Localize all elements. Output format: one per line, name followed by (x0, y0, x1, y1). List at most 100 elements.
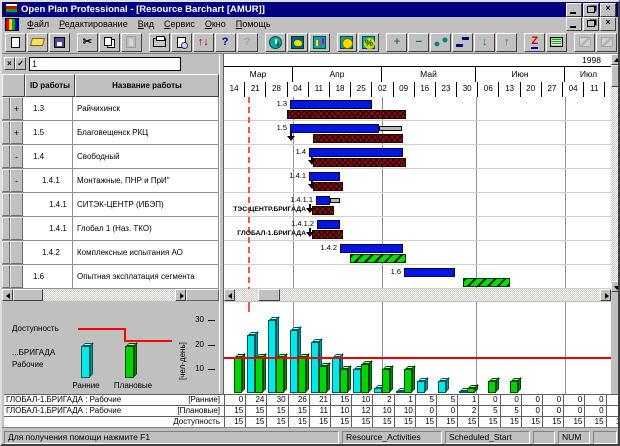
context-help-button[interactable]: ? (236, 32, 258, 52)
zoom-z-button[interactable]: Z (524, 32, 546, 52)
confirm-edit-button[interactable]: ✓ (15, 57, 26, 70)
new-document-button[interactable] (5, 32, 26, 52)
left-pane-scroll-left-button[interactable] (2, 289, 13, 301)
mdi-close-icon: × (605, 17, 611, 27)
save-button[interactable] (48, 32, 70, 52)
gantt-bar-early[interactable] (340, 244, 403, 253)
expand-toggle[interactable]: + (10, 121, 23, 144)
gantt-bar-baseline[interactable] (463, 278, 510, 287)
expand-plus-button[interactable]: + (386, 32, 408, 52)
left-pane-scroll-right-button[interactable] (175, 289, 186, 301)
gantt-bar-baseline[interactable] (313, 182, 343, 191)
mdi-child-icon[interactable] (5, 17, 19, 31)
restore-button[interactable] (583, 2, 599, 17)
header-id-cell[interactable]: ID работы (25, 74, 75, 97)
resource-tool-button[interactable] (286, 32, 308, 52)
menu-item-tools[interactable]: Сервис (164, 18, 195, 29)
gantt-bar-baseline[interactable] (287, 110, 406, 119)
open-button[interactable] (26, 32, 48, 52)
header-corner-cell[interactable] (2, 74, 25, 97)
print-button[interactable] (148, 32, 170, 52)
bar-relationship-button[interactable] (452, 32, 474, 52)
view-screen-button[interactable] (546, 32, 568, 52)
gantt-bar-early[interactable] (309, 148, 403, 157)
mdi-close-button[interactable]: × (600, 17, 616, 31)
row-selector-cell[interactable] (2, 97, 10, 120)
sort-button[interactable]: ↑↓ (192, 32, 214, 52)
histogram-bar-planned (276, 353, 289, 393)
task-row[interactable]: +1.3 Райчихинск (2, 97, 219, 121)
h-scrollbar-left-pane[interactable] (2, 289, 186, 301)
task-row[interactable]: 1.4.2 Комплексные испытания АО (2, 241, 219, 265)
scrollbar-gap-box (186, 289, 219, 301)
row-selector-cell[interactable] (2, 265, 10, 288)
h-scrollbar-gantt[interactable] (224, 289, 611, 301)
gantt-bar-early[interactable] (309, 172, 340, 181)
task-row[interactable]: 1.4.1 Глобал 1 (Наз. ТКО) (2, 217, 219, 241)
close-button[interactable]: × (600, 2, 616, 17)
menu-item-edit[interactable]: Редактирование (59, 18, 128, 29)
gantt-bar-early[interactable] (404, 268, 455, 277)
header-name-cell[interactable]: Название работы (75, 74, 219, 97)
mdi-restore-button[interactable] (583, 17, 599, 31)
gantt-bar-baseline[interactable] (312, 230, 343, 239)
week-cell: 06 (478, 82, 500, 97)
expand-toggle[interactable]: - (10, 169, 23, 192)
gantt-bar-baseline[interactable] (350, 254, 406, 263)
gantt-scroll-thumb[interactable] (258, 289, 280, 301)
bar-front-face (467, 388, 476, 393)
gantt-bar-baseline[interactable] (313, 158, 406, 167)
menu-item-window[interactable]: Окно (204, 18, 226, 29)
task-row[interactable]: 1.6 Опытная эксплатация сегмента (2, 265, 219, 289)
help-button[interactable]: ? (214, 32, 236, 52)
task-row[interactable]: -1.4.1 Монтажные, ПНР и ПрИ" (2, 169, 219, 193)
gantt-bar-early[interactable] (290, 124, 379, 133)
menu-item-view[interactable]: Вид (137, 18, 154, 29)
v-scrollbar[interactable] (611, 54, 618, 292)
expand-toggle[interactable]: - (10, 145, 23, 168)
cell-edit-input[interactable] (29, 57, 181, 71)
percent-button[interactable]: % (358, 32, 380, 52)
time-analysis-clock-button[interactable] (264, 32, 286, 52)
cut-button[interactable]: ✂ (76, 32, 98, 52)
move-up-button[interactable]: ↑ (496, 32, 518, 52)
menu-item-file[interactable]: Файл (27, 18, 50, 29)
paste-button[interactable] (120, 32, 142, 52)
scroll-up-button[interactable] (611, 54, 618, 65)
gantt-bar-baseline[interactable] (313, 134, 403, 143)
expand-toggle[interactable]: + (10, 97, 23, 120)
minimize-button[interactable] (566, 2, 582, 17)
gantt-scroll-left-button[interactable] (224, 289, 235, 301)
task-row[interactable]: +1.5 Благовещенск РКЦ (2, 121, 219, 145)
histogram-chart-button[interactable] (308, 32, 330, 52)
gantt-scroll-right-button[interactable] (600, 289, 611, 301)
link-activities-button[interactable] (430, 32, 452, 52)
gantt-bar-early[interactable] (317, 220, 340, 229)
v-scroll-thumb[interactable] (611, 65, 618, 87)
gantt-bar-early[interactable] (290, 100, 372, 109)
pane-splitter[interactable] (219, 54, 224, 394)
cancel-edit-button[interactable]: × (4, 57, 15, 70)
gantt-bar-baseline[interactable] (312, 206, 334, 215)
cost-coin-button[interactable] (336, 32, 358, 52)
scroll-down-button[interactable] (611, 281, 618, 292)
row-selector-cell[interactable] (2, 145, 10, 168)
move-down-button[interactable]: ↓ (474, 32, 496, 52)
paste-icon (126, 36, 137, 48)
gantt-bar-early[interactable] (316, 196, 330, 205)
row-selector-cell[interactable] (2, 121, 10, 144)
collapse-minus-button[interactable]: − (408, 32, 430, 52)
row-selector-cell[interactable] (2, 241, 10, 264)
row-selector-cell[interactable] (2, 169, 10, 192)
mdi-minimize-button[interactable] (566, 17, 582, 31)
extra-a-button[interactable] (574, 32, 596, 52)
task-row[interactable]: 1.4.1 СИТЭК-ЦЕНТР (ИБЭП) (2, 193, 219, 217)
menu-item-help[interactable]: Помощь (235, 18, 271, 29)
extra-b-button[interactable] (596, 32, 618, 52)
task-row[interactable]: -1.4 Свободный (2, 145, 219, 169)
left-pane-scroll-thumb[interactable] (13, 289, 43, 301)
copy-button[interactable] (98, 32, 120, 52)
row-selector-cell[interactable] (2, 217, 10, 240)
row-selector-cell[interactable] (2, 193, 10, 216)
print-preview-button[interactable] (170, 32, 192, 52)
